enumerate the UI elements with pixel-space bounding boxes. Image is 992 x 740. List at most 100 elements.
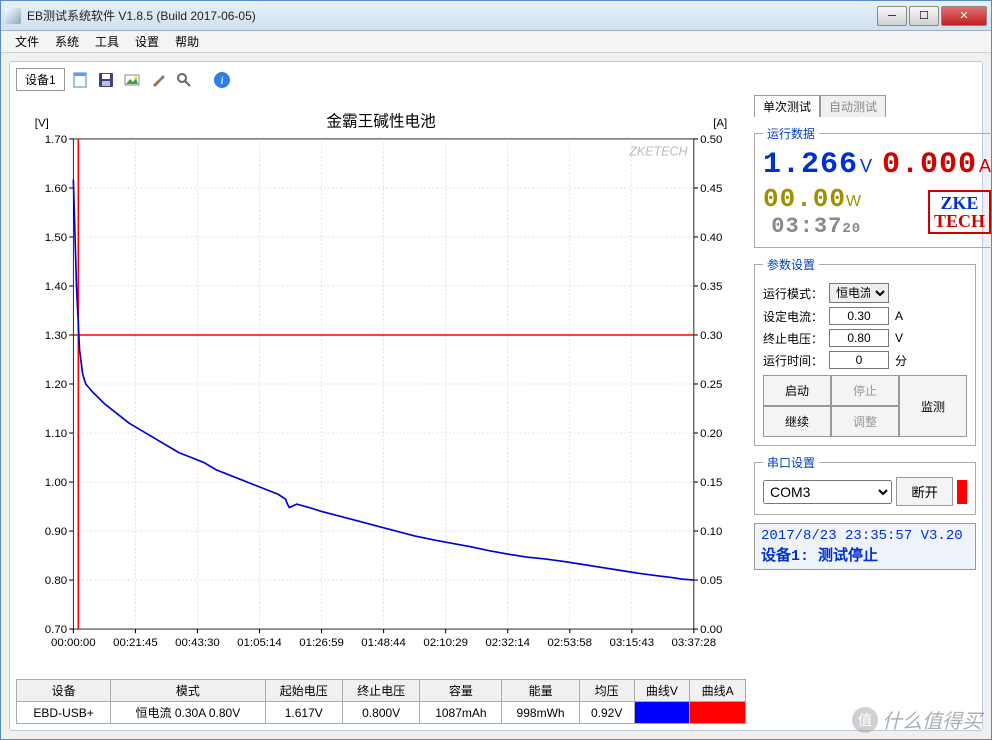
svg-text:00:43:30: 00:43:30: [175, 637, 220, 649]
adjust-button[interactable]: 调整: [831, 406, 899, 437]
set-current-input[interactable]: [829, 307, 889, 325]
info-icon[interactable]: i: [211, 69, 233, 91]
side-panel: 单次测试 自动测试 运行数据 1.266 V 0.000 A: [754, 95, 976, 724]
current-value: 0.000: [882, 148, 977, 182]
runtime-unit: 分: [895, 352, 907, 369]
menu-tool[interactable]: 工具: [87, 31, 127, 52]
svg-text:1.20: 1.20: [45, 379, 67, 391]
chart-column: 0.700.800.901.001.101.201.301.401.501.60…: [16, 95, 746, 724]
svg-text:0.90: 0.90: [45, 526, 67, 538]
table-cell: EBD-USB+: [17, 702, 111, 724]
menu-file[interactable]: 文件: [7, 31, 47, 52]
svg-text:01:05:14: 01:05:14: [237, 637, 282, 649]
set-current-label: 设定电流：: [763, 308, 823, 325]
stop-voltage-unit: V: [895, 331, 903, 345]
table-header: 曲线V: [634, 680, 690, 702]
svg-text:00:00:00: 00:00:00: [51, 637, 96, 649]
stop-voltage-input[interactable]: [829, 329, 889, 347]
com-port-select[interactable]: COM3: [763, 480, 892, 504]
menubar: 文件 系统 工具 设置 帮助: [1, 31, 991, 53]
serial-legend: 串口设置: [763, 454, 819, 471]
tab-auto-test[interactable]: 自动测试: [820, 95, 886, 117]
table-header: 容量: [420, 680, 502, 702]
voltage-unit: V: [860, 156, 872, 177]
connection-indicator: [957, 480, 967, 504]
runtime-label: 运行时间：: [763, 352, 823, 369]
minimize-button[interactable]: ─: [877, 6, 907, 26]
table-cell: 1087mAh: [420, 702, 502, 724]
status-timestamp: 2017/8/23 23:35:57 V3.20: [761, 528, 969, 544]
titlebar[interactable]: EB测试系统软件 V1.8.5 (Build 2017-06-05) ─ ☐ ✕: [1, 1, 991, 31]
discharge-chart: 0.700.800.901.001.101.201.301.401.501.60…: [16, 95, 746, 673]
svg-text:0.35: 0.35: [700, 281, 722, 293]
param-legend: 参数设置: [763, 256, 819, 273]
table-header: 曲线A: [690, 680, 746, 702]
svg-text:0.70: 0.70: [45, 624, 67, 636]
table-header: 能量: [502, 680, 579, 702]
table-header: 终止电压: [342, 680, 419, 702]
maximize-button[interactable]: ☐: [909, 6, 939, 26]
svg-text:01:48:44: 01:48:44: [361, 637, 406, 649]
svg-text:0.15: 0.15: [700, 477, 722, 489]
tab-single-test[interactable]: 单次测试: [754, 95, 820, 117]
window-buttons: ─ ☐ ✕: [877, 6, 987, 26]
close-button[interactable]: ✕: [941, 6, 987, 26]
serial-group: 串口设置 COM3 断开: [754, 454, 976, 515]
elapsed-sec: 20: [842, 221, 861, 237]
table-cell: 998mWh: [502, 702, 579, 724]
curve-v-swatch: [634, 702, 690, 724]
svg-text:01:26:59: 01:26:59: [299, 637, 344, 649]
mode-label: 运行模式：: [763, 285, 823, 302]
main-area: 0.700.800.901.001.101.201.301.401.501.60…: [16, 95, 976, 724]
stop-button[interactable]: 停止: [831, 375, 899, 406]
chart-box: 0.700.800.901.001.101.201.301.401.501.60…: [16, 95, 746, 673]
svg-text:0.40: 0.40: [700, 232, 722, 244]
curve-a-swatch: [690, 702, 746, 724]
svg-text:1.10: 1.10: [45, 428, 67, 440]
menu-setting[interactable]: 设置: [127, 31, 167, 52]
svg-text:0.25: 0.25: [700, 379, 722, 391]
svg-text:金霸王碱性电池: 金霸王碱性电池: [326, 112, 436, 130]
start-button[interactable]: 启动: [763, 375, 831, 406]
continue-button[interactable]: 继续: [763, 406, 831, 437]
runtime-input[interactable]: [829, 351, 889, 369]
power-value: 00.00: [763, 184, 846, 214]
table-cell: 0.800V: [342, 702, 419, 724]
menu-help[interactable]: 帮助: [167, 31, 207, 52]
set-current-unit: A: [895, 309, 903, 323]
test-tabs: 单次测试 自动测试: [754, 95, 976, 117]
svg-text:0.00: 0.00: [700, 624, 722, 636]
run-data-legend: 运行数据: [763, 125, 819, 142]
new-icon[interactable]: [69, 69, 91, 91]
control-buttons: 启动 停止 监测 继续 调整: [763, 375, 967, 437]
power-unit: W: [846, 193, 861, 210]
svg-text:1.60: 1.60: [45, 183, 67, 195]
device-tab[interactable]: 设备1: [16, 68, 65, 91]
window-title: EB测试系统软件 V1.8.5 (Build 2017-06-05): [27, 7, 877, 24]
table-header: 模式: [111, 680, 265, 702]
svg-text:0.10: 0.10: [700, 526, 722, 538]
save-icon[interactable]: [95, 69, 117, 91]
svg-text:1.00: 1.00: [45, 477, 67, 489]
monitor-button[interactable]: 监测: [899, 375, 967, 437]
table-header: 均压: [579, 680, 634, 702]
disconnect-button[interactable]: 断开: [896, 477, 953, 506]
search-icon[interactable]: [173, 69, 195, 91]
svg-text:1.30: 1.30: [45, 330, 67, 342]
run-data-display: 1.266 V 0.000 A 00.00W 03:3720: [763, 148, 991, 239]
svg-text:[V]: [V]: [35, 117, 49, 129]
param-group: 参数设置 运行模式： 恒电流 设定电流： A 终止电压： V: [754, 256, 976, 446]
app-window: EB测试系统软件 V1.8.5 (Build 2017-06-05) ─ ☐ ✕…: [0, 0, 992, 740]
status-message: 设备1: 测试停止: [761, 544, 969, 565]
svg-text:0.30: 0.30: [700, 330, 722, 342]
svg-text:0.50: 0.50: [700, 134, 722, 146]
menu-system[interactable]: 系统: [47, 31, 87, 52]
svg-text:[A]: [A]: [713, 117, 727, 129]
mode-select[interactable]: 恒电流: [829, 283, 889, 303]
tools-icon[interactable]: [147, 69, 169, 91]
content-area: 设备1 i 0.700.800.901.001.101.201.301.401.…: [9, 61, 983, 731]
image-icon[interactable]: [121, 69, 143, 91]
svg-text:1.70: 1.70: [45, 134, 67, 146]
zketech-logo: ZKE TECH: [928, 190, 991, 234]
current-unit: A: [979, 156, 991, 177]
